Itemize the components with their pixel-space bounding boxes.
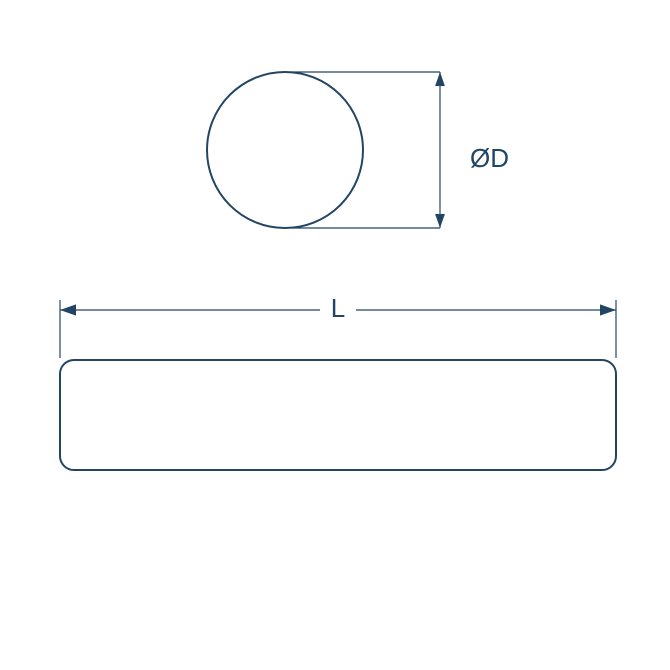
- length-arrow-left: [60, 304, 76, 315]
- side-view-rod: [60, 360, 616, 470]
- length-arrow-right: [600, 304, 616, 315]
- diameter-label: ØD: [470, 143, 509, 173]
- end-view-circle: [207, 72, 363, 228]
- diameter-arrow-bottom: [435, 214, 445, 228]
- diameter-arrow-top: [435, 72, 445, 86]
- length-label: L: [331, 293, 345, 323]
